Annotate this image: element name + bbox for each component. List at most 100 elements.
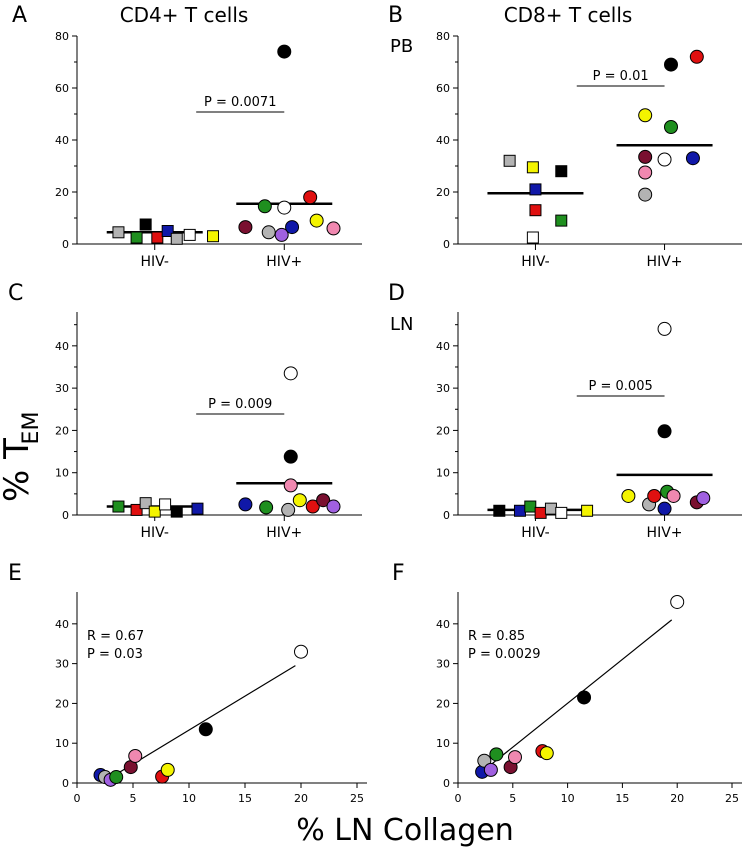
p-value-label: P = 0.0071 [204,95,276,110]
data-point-circle [305,499,320,514]
data-point-circle [489,747,504,762]
category-label: HIV- [140,525,168,541]
data-point-circle [666,488,681,503]
y-tick-label: 10 [436,737,450,750]
x-tick-label: 5 [130,792,137,805]
data-point-circle [283,478,298,493]
data-point-circle [657,152,672,167]
y-tick-label: 40 [55,340,69,353]
panel-letter: E [8,561,22,586]
y-tick-label: 10 [436,467,450,480]
p-value-label: P = 0.0029 [468,647,540,662]
data-point-circle [128,748,143,763]
data-point-circle [621,488,636,503]
r-value-label: R = 0.67 [87,629,144,644]
category-label: HIV+ [647,525,683,541]
panel-a: A 0 20 40 60 80 HIV- HIV+ P = 0.0071 [12,3,362,270]
panel-letter: B [388,3,403,28]
data-point-circle [483,762,498,777]
data-point-square [581,504,594,517]
data-point-square [148,505,161,518]
data-point-square [170,232,183,245]
data-point-circle [638,187,653,202]
data-point-circle [283,449,298,464]
data-point-circle [309,213,324,228]
col-b-title: CD8+ T cells [504,3,633,27]
data-point-circle [657,321,672,336]
data-point-square [529,204,542,217]
r-value-label: R = 0.85 [468,629,525,644]
y-tick-label: 0 [443,777,450,790]
y-tick-label: 20 [55,424,69,437]
x-tick-label: 15 [238,792,252,805]
x-tick-label: 20 [294,792,308,805]
y-axis-title-sub: EM [19,412,44,445]
data-point-circle [326,499,341,514]
p-value-label: P = 0.005 [589,379,653,394]
data-point-circle [638,149,653,164]
data-point-square [151,231,164,244]
data-point-square [139,497,152,510]
data-point-circle [277,200,292,215]
y-tick-label: 10 [55,467,69,480]
y-tick-label: 0 [443,509,450,522]
x-axis-title: % LN Collagen [296,813,514,848]
data-point-circle [198,722,213,737]
x-tick-label: 25 [725,792,739,805]
y-tick-label: 40 [436,618,450,631]
y-tick-label: 40 [436,340,450,353]
panel-f: F 0 10 20 30 40 0 5 10 15 20 25 R = 0.85 P = 0.0029 [392,561,742,805]
data-point-square [170,505,183,518]
data-point-circle [577,690,592,705]
data-point-square [493,504,506,517]
data-point-square [555,506,568,519]
y-axis-title-main: % T [0,438,37,502]
y-tick-label: 80 [436,30,450,43]
y-tick-label: 40 [55,618,69,631]
y-tick-label: 60 [436,82,450,95]
y-tick-label: 0 [62,238,69,251]
x-tick-label: 15 [615,792,629,805]
x-tick-label: 25 [350,792,364,805]
data-point-square [139,218,152,231]
data-point-circle [283,366,298,381]
data-point-circle [285,220,300,235]
data-point-circle [257,199,272,214]
panel-c: C 0 10 20 30 40 HIV- HIV+ P = 0.009 [8,281,362,541]
y-tick-label: 30 [55,658,69,671]
data-point-square [524,500,537,513]
x-tick-label: 0 [455,792,462,805]
data-point-circle [539,746,554,761]
col-a-title: CD4+ T cells [120,3,249,27]
y-tick-label: 20 [55,697,69,710]
data-point-square [207,230,220,243]
data-point-circle [638,165,653,180]
x-tick-label: 10 [182,792,196,805]
pb-label: PB [390,36,413,57]
data-point-circle [657,501,672,516]
data-point-circle [238,220,253,235]
data-point-circle [689,49,704,64]
p-value-label: P = 0.01 [593,69,649,84]
data-point-square [503,154,516,167]
y-tick-label: 0 [62,777,69,790]
data-point-square [526,161,539,174]
y-tick-label: 40 [436,134,450,147]
data-point-circle [685,151,700,166]
data-point-circle [664,57,678,72]
data-point-square [161,225,174,237]
data-point-circle [109,770,124,785]
data-point-circle [326,221,341,236]
y-axis-title: % T EM [0,412,44,502]
ln-label: LN [390,314,414,335]
data-point-square [130,503,143,516]
data-point-circle [316,493,331,508]
data-point-circle [292,493,307,508]
data-point-circle [160,762,175,777]
data-point-square [534,506,547,519]
data-point-circle [277,44,292,59]
data-point-circle [281,502,296,517]
data-point-circle [657,424,672,439]
panel-d: D 0 10 20 30 40 HIV- HIV+ P = 0.005 [388,281,742,541]
data-point-square [191,502,204,515]
